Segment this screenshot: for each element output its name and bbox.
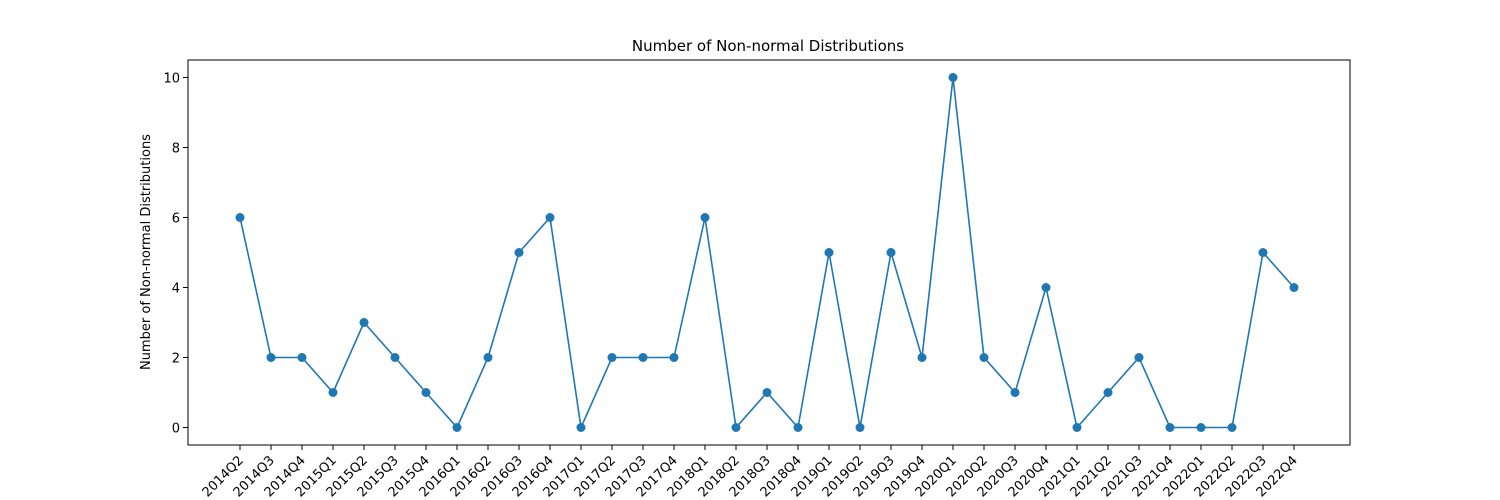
data-point — [1134, 353, 1144, 362]
data-point — [1072, 423, 1082, 432]
data-point — [824, 248, 834, 257]
axes — [187, 59, 1351, 446]
data-point — [1010, 388, 1020, 397]
data-point — [359, 318, 369, 327]
data-point — [762, 388, 772, 397]
data-point — [1289, 283, 1299, 292]
data-point — [390, 353, 400, 362]
data-point — [948, 73, 958, 82]
series-line — [239, 77, 1295, 431]
data-point — [855, 423, 865, 432]
data-point — [235, 213, 245, 222]
data-point — [607, 353, 617, 362]
data-point — [917, 353, 927, 362]
data-point — [1258, 248, 1268, 257]
data-point — [576, 423, 586, 432]
y-tick-label: 10 — [163, 72, 180, 87]
data-point — [1165, 423, 1175, 432]
y-tick-label: 6 — [172, 212, 180, 227]
data-point — [1196, 423, 1206, 432]
data-point — [483, 353, 493, 362]
data-point — [1227, 423, 1237, 432]
data-point — [1103, 388, 1113, 397]
data-point — [731, 423, 741, 432]
data-point — [297, 353, 307, 362]
y-tick-label: 0 — [172, 422, 180, 437]
data-point — [979, 353, 989, 362]
data-point — [545, 213, 555, 222]
data-point — [793, 423, 803, 432]
data-point — [638, 353, 648, 362]
data-point — [266, 353, 276, 362]
data-point — [452, 423, 462, 432]
data-point — [886, 248, 896, 257]
y-axis-label: Number of Non-normal Distributions — [139, 134, 154, 370]
data-series — [235, 73, 1299, 432]
y-tick-label: 4 — [172, 282, 180, 297]
chart-title: Number of Non-normal Distributions — [632, 37, 904, 55]
data-point — [700, 213, 710, 222]
plot-frame — [187, 59, 1351, 446]
data-point — [1041, 283, 1051, 292]
data-point — [421, 388, 431, 397]
data-point — [514, 248, 524, 257]
y-tick-label: 8 — [172, 142, 180, 157]
data-point — [669, 353, 679, 362]
y-axis-ticks: 0 2 4 6 8 10 — [163, 72, 188, 437]
y-tick-label: 2 — [172, 352, 180, 367]
data-point — [328, 388, 338, 397]
x-axis-ticks: 2014Q22014Q32014Q42015Q12015Q22015Q32015… — [200, 445, 1301, 500]
